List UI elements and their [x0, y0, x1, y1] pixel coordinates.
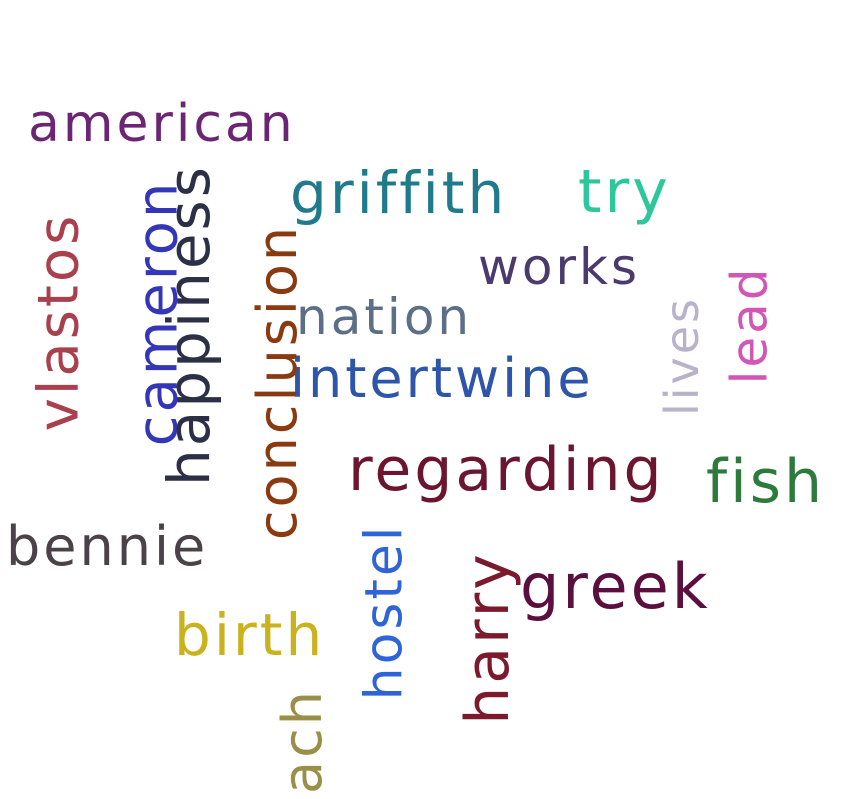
word-try: try — [578, 157, 671, 227]
word-lives: lives — [655, 295, 710, 417]
word-intertwine: intertwine — [290, 347, 594, 410]
word-fish: fish — [706, 447, 826, 517]
word-vlastos: vlastos — [26, 212, 92, 432]
word-nation: nation — [296, 288, 473, 346]
word-works: works — [478, 238, 641, 296]
word-harry: harry — [452, 551, 523, 725]
word-griffith: griffith — [290, 159, 508, 227]
word-american: american — [28, 94, 296, 154]
word-happiness: happiness — [154, 164, 223, 486]
word-hostel: hostel — [354, 523, 415, 701]
word-greek: greek — [520, 550, 711, 623]
word-birth: birth — [174, 601, 326, 669]
word-lead: lead — [720, 265, 779, 385]
word-ach: ach — [271, 687, 335, 795]
word-conclusion: conclusion — [246, 223, 310, 541]
word-regarding: regarding — [348, 435, 665, 505]
word-bennie: bennie — [6, 515, 209, 578]
